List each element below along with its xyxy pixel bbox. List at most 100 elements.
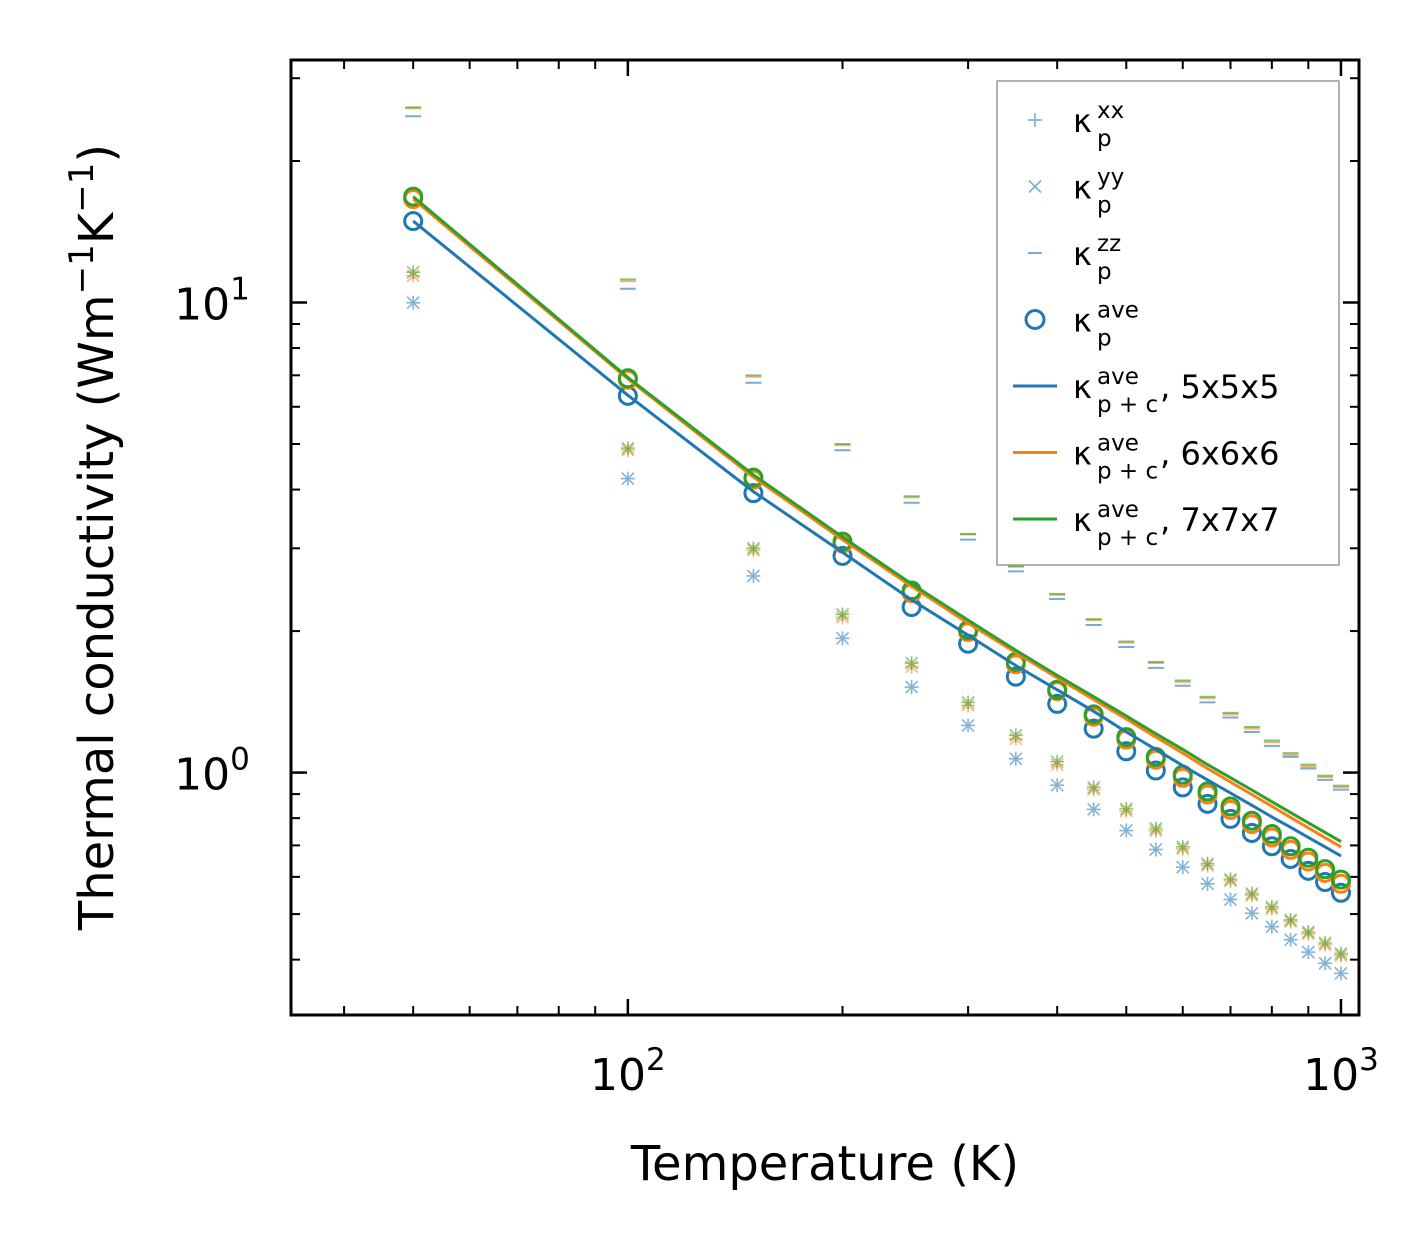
x-marker <box>1245 886 1259 901</box>
circle-marker <box>1005 666 1026 687</box>
legend-label-suffix: , 7x7x7 <box>1160 501 1279 539</box>
x-marker <box>1200 877 1215 891</box>
x-tick-base: 10 <box>1303 1050 1359 1101</box>
x-marker <box>621 441 635 455</box>
x-d2 <box>1223 892 1238 907</box>
x-marker <box>1050 778 1064 792</box>
y-tick-exp: 0 <box>230 742 250 778</box>
x-marker <box>961 718 975 732</box>
series-plus-x <box>406 265 1348 961</box>
x-d2 <box>905 680 919 694</box>
legend-label-sup: xx <box>1097 98 1124 124</box>
circle-marker <box>1220 808 1241 829</box>
series-dash <box>405 115 1349 791</box>
x-marker <box>746 569 760 583</box>
x-marker <box>1009 728 1023 742</box>
x-marker <box>835 631 850 645</box>
legend-plus-icon <box>1028 113 1042 127</box>
x-d2 <box>406 265 420 279</box>
y-label-exp1: −1 <box>62 244 102 294</box>
legend-label-sup: yy <box>1097 165 1124 191</box>
circle-marker <box>1145 760 1166 781</box>
legend-label-sub: p <box>1097 326 1112 352</box>
x-marker <box>1245 906 1259 920</box>
x-d2 <box>1200 877 1215 891</box>
x-d2 <box>1087 802 1101 816</box>
circle-marker <box>1241 822 1262 843</box>
legend-frame <box>996 80 1340 566</box>
legend-label-sub: p <box>1097 193 1112 219</box>
x-d2 <box>1050 778 1064 792</box>
x-d2 <box>835 631 850 645</box>
x-d2 <box>1200 857 1215 871</box>
x-tick-label: 102 <box>590 1042 666 1101</box>
y-label-mid: K <box>69 211 125 244</box>
x-tick-exp: 2 <box>646 1042 666 1078</box>
data-lines <box>412 195 1342 858</box>
x-d2 <box>1149 822 1163 836</box>
legend-entry: κ zzp <box>1028 231 1121 285</box>
x-marker <box>406 265 420 279</box>
x-marker <box>1119 823 1133 838</box>
legend-circle-icon <box>1024 309 1046 330</box>
x-marker <box>905 680 919 694</box>
x-d2 <box>1265 900 1279 914</box>
legend-label-sup: zz <box>1097 231 1121 257</box>
x-d2 <box>905 656 919 670</box>
x-marker <box>1087 802 1101 816</box>
circle-marker <box>1083 704 1104 725</box>
legend-label-suffix: , 6x6x6 <box>1160 435 1279 473</box>
x-marker <box>406 296 420 310</box>
x-d2 <box>1009 728 1023 742</box>
x-marker <box>1087 780 1101 794</box>
x-d2 <box>1119 823 1133 838</box>
x-tick-base: 10 <box>590 1050 646 1101</box>
x-tick-label: 103 <box>1303 1042 1379 1101</box>
x-marker <box>1284 933 1298 947</box>
x-marker <box>746 541 760 555</box>
legend-label-sup: ave <box>1097 431 1139 457</box>
x-marker <box>905 656 919 670</box>
y-label-text: Thermal conductivity (Wm <box>69 294 125 931</box>
legend-label-sub: p + c <box>1097 392 1158 418</box>
x-marker <box>835 607 850 621</box>
x-marker <box>1301 925 1315 939</box>
x-d2 <box>1119 802 1133 816</box>
legend-label-sub: p <box>1097 126 1112 152</box>
legend-label-base: κ <box>1073 435 1092 473</box>
circle-marker <box>1315 859 1336 880</box>
x-marker <box>1009 752 1023 766</box>
legend-label-suffix: , 5x5x5 <box>1160 368 1279 406</box>
series-circle <box>403 211 1351 903</box>
legend-label-base: κ <box>1073 368 1092 406</box>
legend-label-sup: ave <box>1097 364 1139 390</box>
x-d2 <box>1028 179 1042 194</box>
line-series-6x6x6 <box>412 197 1342 849</box>
y-label-end: ) <box>69 144 125 163</box>
legend-label-sub: p <box>1097 259 1112 285</box>
circle-marker <box>1116 741 1137 762</box>
legend-label-sup: ave <box>1097 298 1139 324</box>
x-marker <box>1176 840 1190 854</box>
x-d2 <box>1301 925 1315 939</box>
line-series-5x5x5 <box>412 219 1342 858</box>
x-tick-exp: 3 <box>1359 1042 1379 1078</box>
x-d2 <box>961 718 975 732</box>
x-marker <box>1223 892 1238 907</box>
x-marker <box>1223 872 1238 886</box>
x-marker <box>1050 755 1064 769</box>
x-d2 <box>1318 936 1332 950</box>
x-d2 <box>1334 966 1348 980</box>
x-d2 <box>1284 933 1298 947</box>
circle-marker <box>743 467 764 488</box>
x-d2 <box>1265 920 1279 934</box>
legend-x-icon <box>1028 179 1042 194</box>
legend-entry: κ yyp <box>1028 165 1124 219</box>
legend-label-sub: p + c <box>1097 459 1158 485</box>
legend-label-base: κ <box>1073 501 1092 539</box>
legend-label-base: κ <box>1073 235 1092 273</box>
x-d2 <box>961 695 975 710</box>
